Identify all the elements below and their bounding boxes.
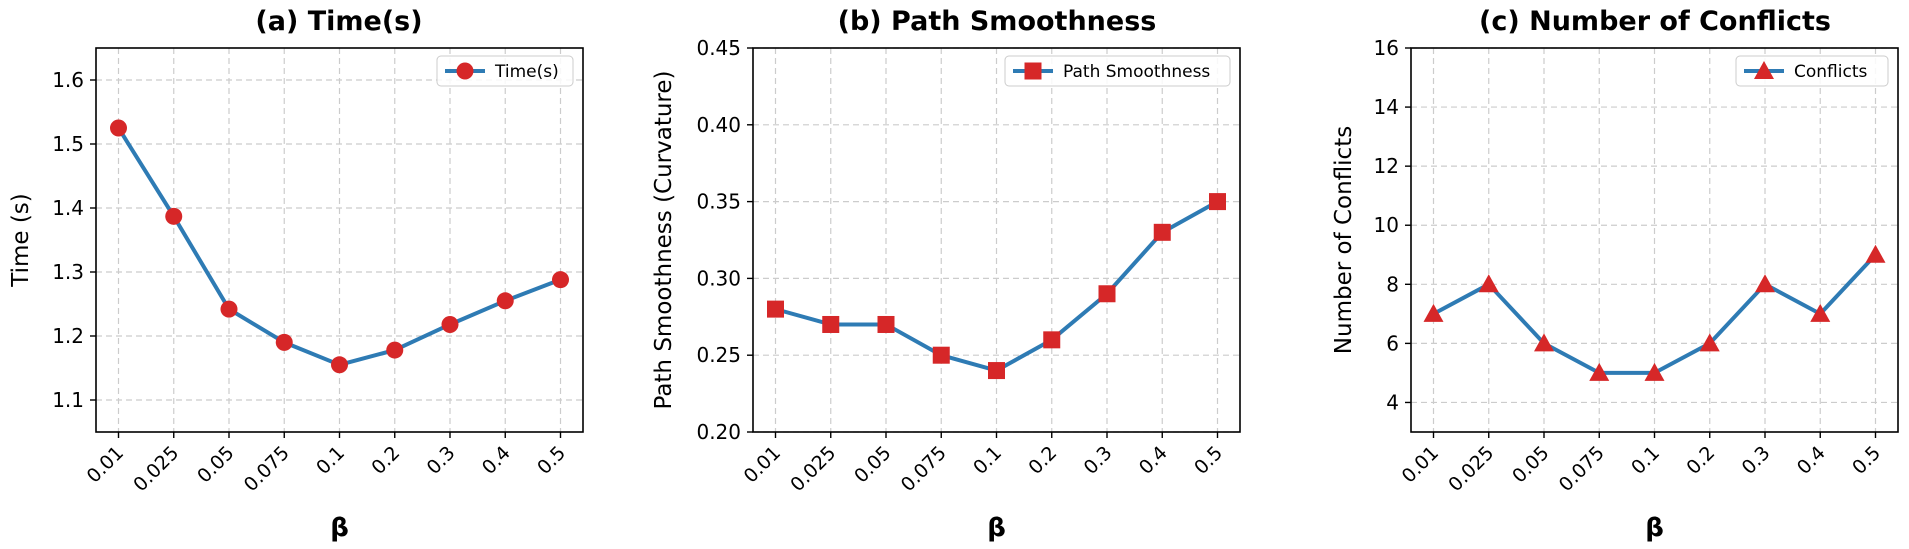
x-tick-label: 0.01 bbox=[1398, 442, 1443, 487]
y-tick-label: 0.45 bbox=[696, 36, 741, 60]
x-tick-label: 0.025 bbox=[786, 442, 840, 496]
data-point bbox=[110, 119, 127, 137]
x-tick-label: 0.5 bbox=[1190, 442, 1227, 479]
y-tick-label: 1.6 bbox=[52, 68, 84, 92]
data-point bbox=[1478, 274, 1499, 293]
y-axis-label: Number of Conflicts bbox=[1331, 126, 1357, 354]
x-tick-label: 0.025 bbox=[1444, 442, 1498, 496]
chart-title: (a) Time(s) bbox=[255, 6, 422, 37]
data-point bbox=[331, 356, 348, 374]
data-point bbox=[386, 341, 404, 359]
data-point bbox=[1589, 362, 1610, 381]
x-tick-label: 0.3 bbox=[1080, 442, 1117, 479]
data-point bbox=[1810, 303, 1831, 322]
y-tick-label: 0.25 bbox=[696, 343, 741, 367]
y-tick-label: 1.1 bbox=[52, 388, 84, 412]
data-point bbox=[552, 271, 569, 289]
x-tick-label: 0.01 bbox=[740, 442, 785, 487]
data-point bbox=[165, 207, 183, 225]
data-point bbox=[877, 315, 895, 333]
legend-label: Path Smoothness bbox=[1063, 62, 1210, 82]
x-tick-label: 0.4 bbox=[478, 442, 515, 479]
legend-box bbox=[436, 55, 574, 87]
x-tick-label: 0.4 bbox=[1135, 442, 1172, 479]
data-point bbox=[1043, 331, 1061, 349]
x-tick-label: 0.1 bbox=[969, 442, 1006, 479]
y-tick-label: 0.35 bbox=[696, 190, 741, 214]
data-point bbox=[767, 300, 784, 318]
legend-marker bbox=[1754, 61, 1774, 79]
legend-box bbox=[1004, 55, 1231, 87]
data-point bbox=[988, 362, 1005, 380]
data-point bbox=[1098, 285, 1116, 303]
data-point bbox=[822, 315, 840, 333]
data-point bbox=[1644, 362, 1665, 381]
x-axis-label: β bbox=[987, 513, 1006, 543]
y-tick-label: 12 bbox=[1374, 154, 1399, 178]
y-tick-label: 0.20 bbox=[696, 420, 741, 444]
y-axis-label: Time (s) bbox=[8, 193, 34, 288]
x-tick-label: 0.2 bbox=[367, 442, 404, 479]
x-tick-label: 0.025 bbox=[129, 442, 183, 496]
x-tick-label: 0.2 bbox=[1682, 442, 1719, 479]
panel-1: 0.20 0.25 0.30 0.35 0.40 0.45 0.01 0.025 0.05 0.0… bbox=[651, 6, 1241, 543]
x-tick-label: 0.075 bbox=[1555, 442, 1609, 496]
x-tick-label: 0.4 bbox=[1793, 442, 1830, 479]
y-axis-label: Path Smoothness (Curvature) bbox=[651, 70, 677, 409]
x-axis-label: β bbox=[1645, 513, 1664, 543]
chart-title: (c) Number of Conflicts bbox=[1479, 6, 1831, 37]
series-line bbox=[774, 199, 1219, 373]
data-point bbox=[275, 333, 293, 351]
x-tick-label: 0.05 bbox=[1508, 442, 1553, 487]
y-tick-label: 0.40 bbox=[696, 113, 741, 137]
data-point bbox=[496, 292, 514, 310]
y-tick-label: 10 bbox=[1374, 213, 1399, 237]
data-point bbox=[1534, 333, 1554, 352]
legend-label: Conflicts bbox=[1794, 62, 1867, 82]
x-tick-label: 0.075 bbox=[240, 442, 294, 496]
data-point bbox=[220, 300, 238, 318]
y-tick-label: 1.4 bbox=[52, 196, 84, 220]
x-tick-label: 0.01 bbox=[83, 442, 128, 487]
data-point bbox=[1755, 274, 1775, 293]
legend-marker bbox=[1024, 62, 1042, 80]
y-tick-label: 0.30 bbox=[696, 266, 741, 290]
x-tick-label: 0.075 bbox=[897, 442, 951, 496]
y-tick-label: 1.3 bbox=[52, 260, 84, 284]
panel-0: 1.1 1.2 1.3 1.4 1.5 1.6 0.01 0.025 0.05 0.075 0.1 0… bbox=[8, 6, 584, 543]
y-tick-label: 1.2 bbox=[52, 324, 84, 348]
x-tick-label: 0.05 bbox=[850, 442, 895, 487]
x-tick-label: 0.3 bbox=[1738, 442, 1775, 479]
x-tick-label: 0.05 bbox=[193, 442, 238, 487]
x-tick-label: 0.5 bbox=[1848, 442, 1885, 479]
y-tick-label: 16 bbox=[1374, 36, 1399, 60]
data-point bbox=[1153, 223, 1171, 241]
x-tick-label: 0.5 bbox=[533, 442, 570, 479]
data-point bbox=[1423, 303, 1444, 322]
y-tick-label: 1.5 bbox=[52, 132, 84, 156]
x-axis-label: β bbox=[330, 513, 349, 543]
x-tick-label: 0.1 bbox=[1627, 442, 1664, 479]
data-point bbox=[1865, 244, 1886, 263]
y-tick-label: 6 bbox=[1386, 331, 1399, 355]
data-point bbox=[1209, 193, 1226, 211]
legend-box bbox=[1735, 55, 1889, 87]
data-point bbox=[932, 346, 950, 364]
chart-title: (b) Path Smoothness bbox=[838, 6, 1157, 37]
legend-marker bbox=[456, 62, 474, 80]
x-tick-label: 0.2 bbox=[1024, 442, 1061, 479]
x-tick-label: 0.1 bbox=[312, 442, 349, 479]
y-tick-label: 8 bbox=[1386, 272, 1399, 296]
legend-label: Time(s) bbox=[494, 62, 559, 82]
panel-2: 4 6 8 10 12 14 16 0.01 0.025 0.05 0.075 0.1 0.2 0.3 0.… bbox=[1331, 6, 1899, 543]
y-tick-label: 4 bbox=[1386, 390, 1399, 414]
y-tick-label: 14 bbox=[1374, 95, 1399, 119]
data-point bbox=[1699, 333, 1720, 352]
data-point bbox=[441, 315, 459, 333]
x-tick-label: 0.3 bbox=[423, 442, 460, 479]
